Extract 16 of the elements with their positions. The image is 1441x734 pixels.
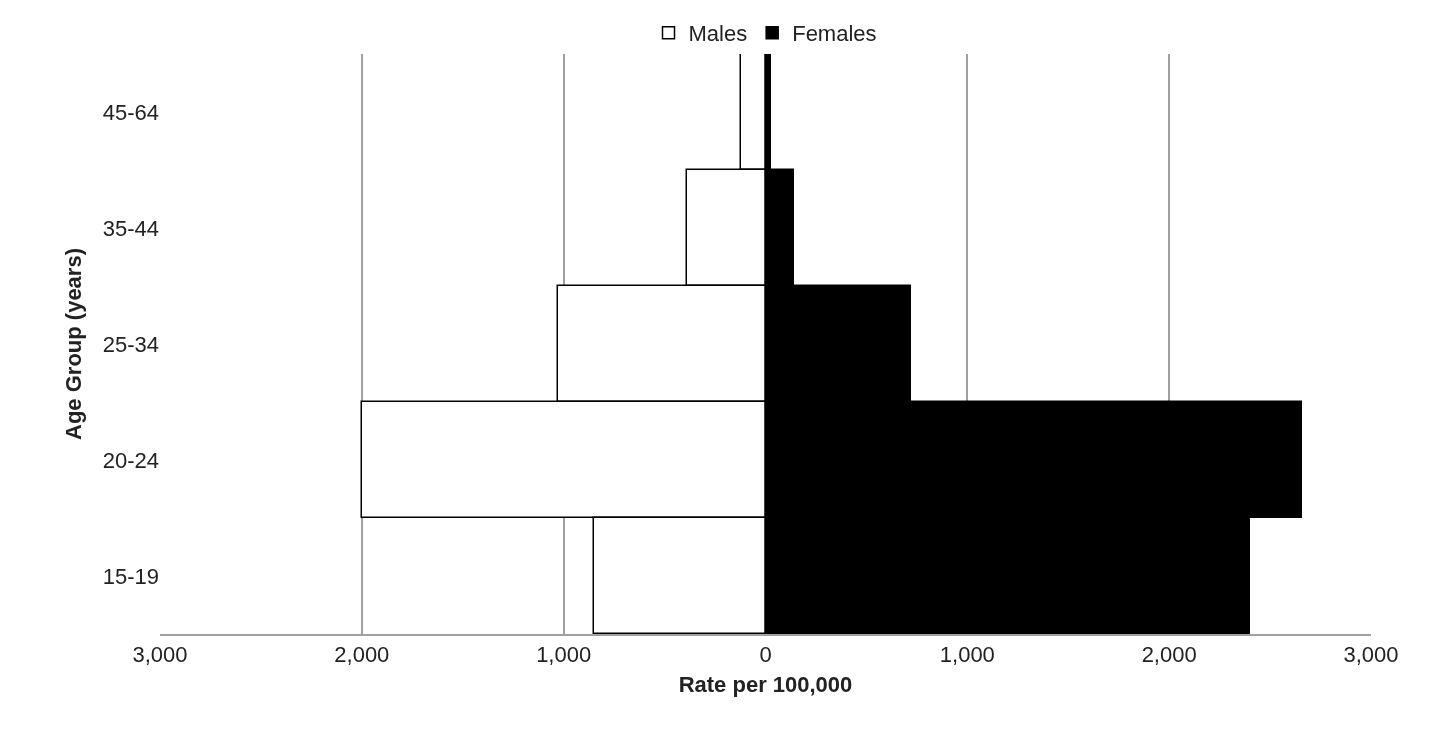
x-tick-label: 0	[759, 642, 772, 668]
x-tick-label: 1,000	[536, 642, 592, 668]
x-tick-label: 3,000	[1343, 642, 1399, 668]
x-tick-label: 2,000	[1141, 642, 1197, 668]
y-tick-label: 15-19	[102, 563, 159, 589]
legend-label: Females	[792, 21, 877, 47]
y-tick-label: 25-34	[102, 331, 159, 357]
x-axis-title: Rate per 100,000	[678, 671, 853, 697]
x-tick-label: 3,000	[132, 642, 188, 668]
x-tick-label: 2,000	[334, 642, 390, 668]
y-tick-label: 20-24	[102, 447, 159, 473]
y-tick-label: 35-44	[102, 215, 159, 241]
legend-label: Males	[688, 21, 748, 47]
y-axis-title: Age Group (years)	[60, 248, 86, 440]
y-tick-label: 45-64	[102, 99, 159, 125]
x-tick-label: 1,000	[939, 642, 995, 668]
